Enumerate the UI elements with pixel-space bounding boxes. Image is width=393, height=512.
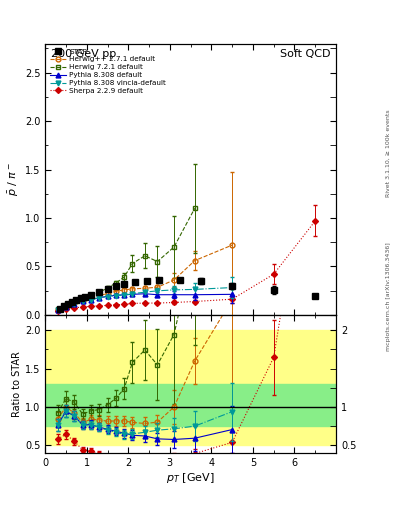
Text: mcplots.cern.ch [arXiv:1306.3436]: mcplots.cern.ch [arXiv:1306.3436]: [386, 243, 391, 351]
Bar: [45, 330, 336, 445]
Y-axis label: $\bar{p}$ / $\pi^-$: $\bar{p}$ / $\pi^-$: [6, 162, 21, 196]
Text: 200 GeV pp: 200 GeV pp: [51, 49, 116, 59]
X-axis label: $p_T$ [GeV]: $p_T$ [GeV]: [166, 471, 215, 485]
Text: Soft QCD: Soft QCD: [280, 49, 330, 59]
Y-axis label: Ratio to STAR: Ratio to STAR: [12, 351, 22, 417]
Text: Rivet 3.1.10, ≥ 100k events: Rivet 3.1.10, ≥ 100k events: [386, 110, 391, 198]
Bar: [45, 384, 336, 426]
Legend: STAR, Herwig++ 2.7.1 default, Herwig 7.2.1 default, Pythia 8.308 default, Pythia: STAR, Herwig++ 2.7.1 default, Herwig 7.2…: [49, 47, 167, 95]
